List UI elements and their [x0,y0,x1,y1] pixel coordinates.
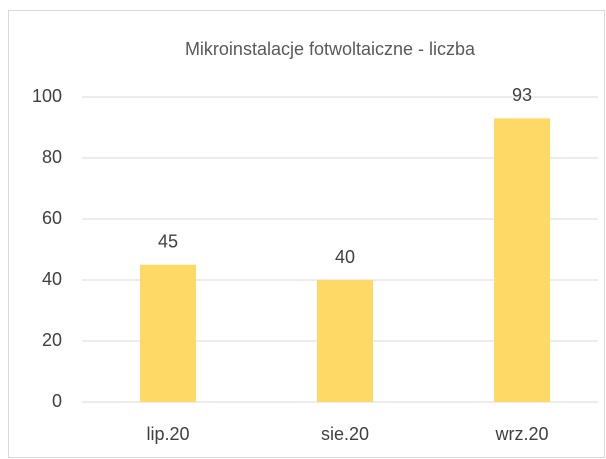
bar [494,118,550,402]
chart-title: Mikroinstalacje fotwoltaiczne - liczba [185,39,476,59]
y-tick-label: 80 [42,147,62,167]
y-tick-label: 100 [32,86,62,106]
bar [140,264,196,402]
x-tick-label: sie.20 [321,424,369,444]
data-label: 93 [512,85,532,105]
x-tick-label: lip.20 [146,424,189,444]
y-tick-label: 0 [52,391,62,411]
bar [317,280,373,402]
x-tick-label: wrz.20 [494,424,548,444]
data-label: 40 [335,247,355,267]
y-tick-label: 60 [42,208,62,228]
y-tick-label: 20 [42,330,62,350]
y-tick-label: 40 [42,269,62,289]
data-label: 45 [158,232,178,252]
